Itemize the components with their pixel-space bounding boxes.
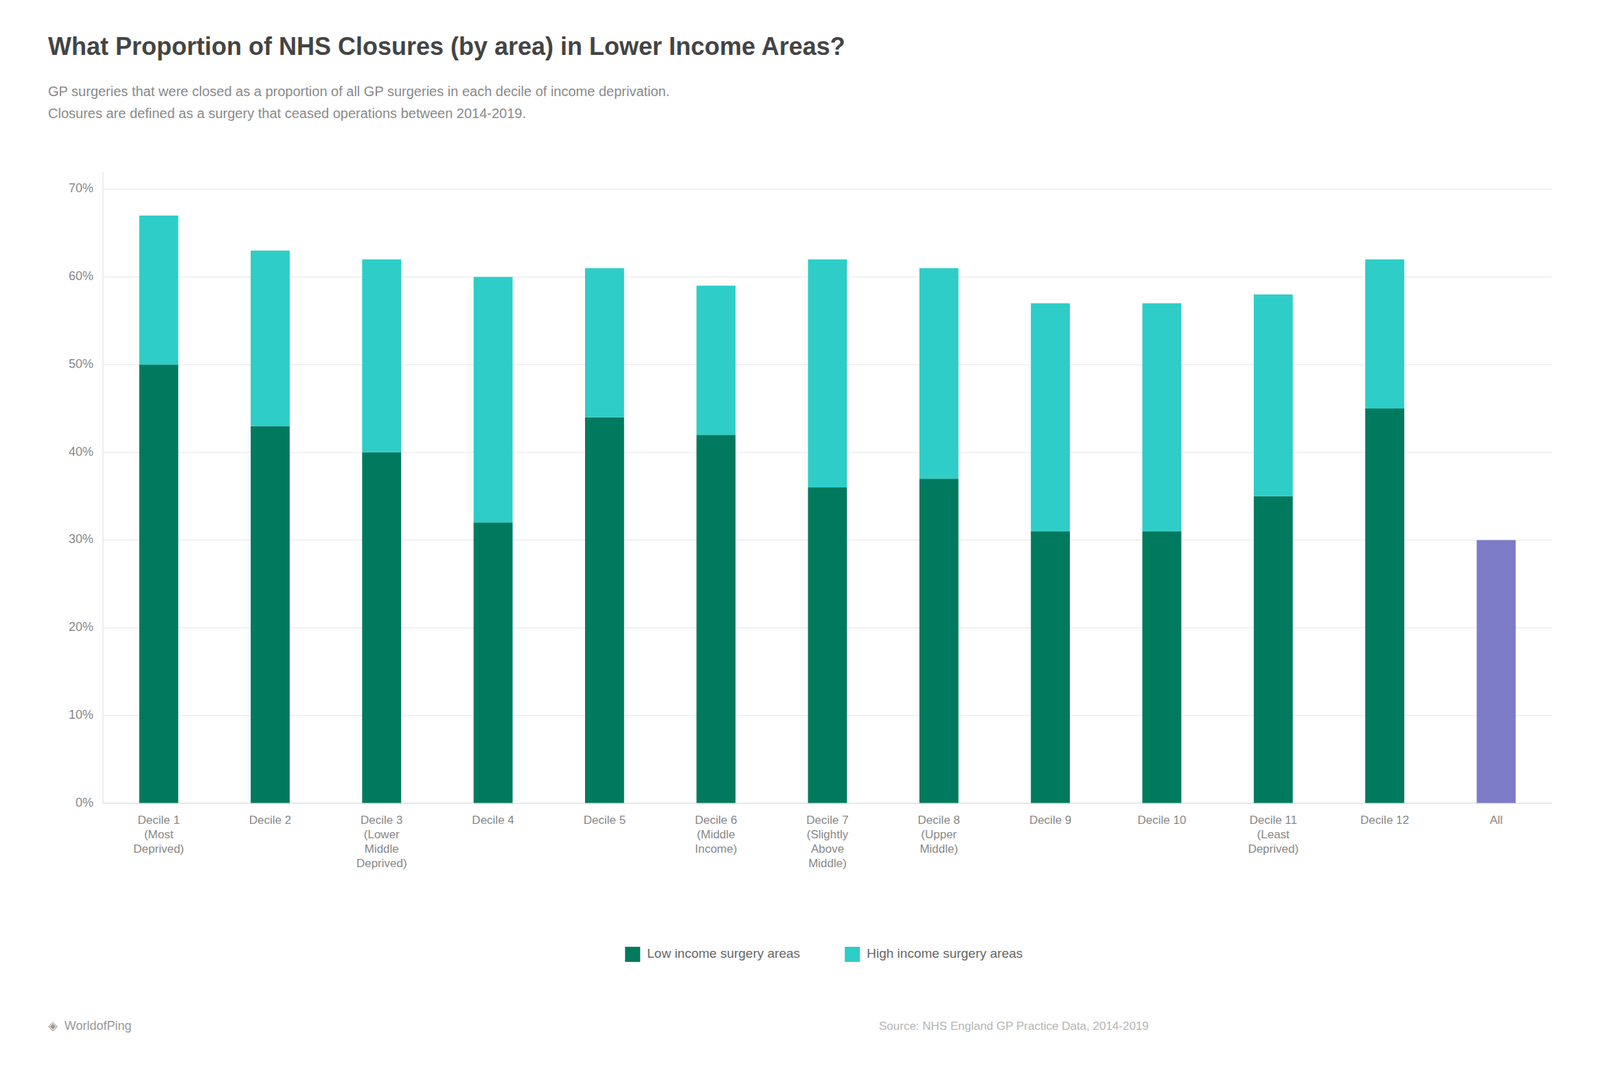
text-line: Income) [694, 842, 737, 856]
text-line: Decile 4 [471, 813, 514, 827]
bar [585, 417, 625, 804]
x-tick-label: Decile 2 [249, 813, 292, 827]
y-tick-label: 30% [68, 532, 94, 546]
x-tick-label: Decile 3(LowerMiddleDeprived) [356, 813, 408, 871]
text-line: Deprived) [356, 856, 408, 871]
x-tick-label: Decile 1(MostDeprived) [133, 813, 185, 856]
text-line: (Least [1257, 828, 1291, 842]
text-line: Decile 7 [806, 813, 849, 827]
bar [1365, 408, 1405, 804]
bar [1365, 259, 1405, 409]
bar [1142, 303, 1182, 532]
text-line: GP surgeries that were closed as a propo… [48, 83, 670, 99]
y-tick-label: 10% [68, 707, 94, 722]
bar [919, 268, 959, 480]
bar [139, 215, 179, 365]
legend-label: Low income surgery areas [646, 946, 800, 961]
x-tick-label: Decile 10 [1137, 813, 1186, 827]
text-line: (Upper [920, 828, 957, 842]
x-tick-label: Decile 11(LeastDeprived) [1247, 813, 1299, 856]
bar [1030, 303, 1070, 532]
bar [1476, 540, 1516, 804]
chart: What Proportion of NHS Closures (by area… [0, 0, 1600, 1069]
text-line: (Lower [363, 828, 400, 842]
text-line: Decile 9 [1029, 813, 1072, 827]
subtitle: GP surgeries that were closed as a propo… [48, 83, 670, 121]
title: What Proportion of NHS Closures (by area… [48, 32, 846, 61]
y-tick-label: 60% [68, 269, 94, 283]
text-line: Middle [364, 842, 399, 856]
text-line: (Slightly [806, 828, 849, 842]
text-line: Decile 12 [1360, 813, 1410, 827]
text-line: Decile 11 [1249, 813, 1298, 827]
x-tick-label: Decile 9 [1029, 813, 1072, 827]
text-line: Middle) [808, 856, 847, 871]
grid-line [103, 188, 1552, 190]
x-tick-label: Decile 6(MiddleIncome) [694, 813, 737, 856]
text-line: Above [810, 842, 844, 856]
bar [139, 364, 179, 804]
bar [1253, 496, 1294, 804]
bar [585, 268, 625, 418]
bar [808, 259, 848, 488]
bar [361, 452, 402, 804]
y-axis-line [103, 171, 104, 804]
text-line: (Most [144, 828, 174, 842]
text-line: Decile 10 [1137, 813, 1186, 827]
x-tick-label: Decile 4 [471, 813, 514, 827]
y-tick-label: 70% [68, 181, 94, 196]
text-line: Deprived) [133, 842, 185, 856]
text-line: Decile 8 [918, 813, 960, 827]
x-tick-label: Decile 5 [583, 813, 626, 827]
bar [919, 478, 959, 804]
x-tick-label: Decile 12 [1360, 813, 1410, 827]
text-line: Decile 2 [249, 813, 292, 827]
text-line: All [1489, 813, 1503, 827]
bar [696, 434, 736, 804]
y-tick-label: 50% [68, 357, 94, 371]
x-tick-label: Decile 8(UpperMiddle) [918, 813, 960, 856]
bar [1142, 531, 1182, 804]
annotation: Source: NHS England GP Practice Data, 20… [878, 1019, 1149, 1033]
bar [250, 250, 290, 427]
bar [250, 426, 290, 804]
legend-label: High income surgery areas [866, 946, 1023, 961]
legend-swatch [844, 946, 860, 963]
text-line: Decile 6 [694, 813, 737, 827]
bar [361, 259, 402, 453]
x-tick-label: All [1489, 813, 1503, 827]
bar [473, 522, 513, 804]
legend: Low income surgery areas High income surg… [624, 946, 1023, 963]
y-tick-label: 20% [68, 620, 94, 634]
text-line: Closures are defined as a surgery that c… [48, 105, 527, 121]
text-line: Decile 3 [360, 813, 403, 827]
text-line: Middle) [919, 842, 958, 856]
text-line: (Middle [696, 828, 736, 842]
y-tick-label: 40% [68, 444, 94, 459]
y-tick-label: 0% [75, 795, 94, 810]
text-line: Decile 1 [137, 813, 180, 827]
x-tick-label: Decile 7(SlightlyAboveMiddle) [806, 813, 849, 871]
bar [696, 285, 736, 435]
bar [1030, 531, 1070, 804]
x-axis-line [103, 803, 1552, 805]
y-axis: 0% 10% 20% 30% 40% 50% 60% 70% [68, 171, 104, 810]
text-line: Decile 5 [583, 813, 626, 827]
x-axis: Decile 1(MostDeprived)Decile 2Decile 3(L… [133, 813, 1503, 871]
bar [473, 276, 513, 523]
grid [103, 189, 1552, 804]
bar [1476, 539, 1516, 541]
bars [139, 215, 1517, 804]
grid-line [103, 803, 1552, 805]
bar [1253, 294, 1294, 497]
text-line: Deprived) [1247, 842, 1299, 856]
annotation: ◈ WorldofPing [48, 1019, 132, 1033]
bar [808, 487, 848, 804]
background [0, 0, 1600, 1069]
legend-swatch [624, 946, 640, 963]
